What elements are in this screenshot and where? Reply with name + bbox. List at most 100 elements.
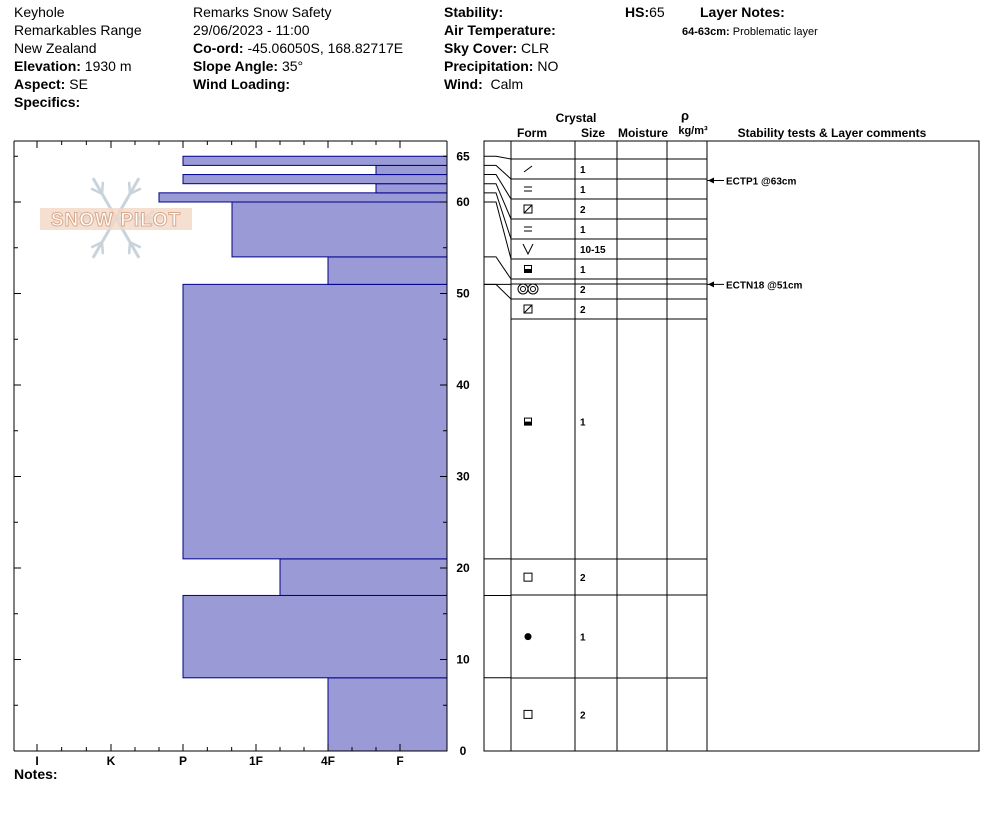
slash-mark <box>523 165 533 173</box>
stability-arrow-head <box>708 281 714 288</box>
crystal-form-square <box>523 709 533 719</box>
crystal-form-dot <box>524 633 532 641</box>
y-tick-label: 50 <box>456 287 470 301</box>
layer-note: 64-63cm: Problematic layer <box>682 26 818 38</box>
dot <box>524 633 532 641</box>
header-size: Size <box>581 126 605 140</box>
crystal-size: 2 <box>580 573 586 584</box>
snowflake-branch <box>90 187 103 195</box>
box <box>523 304 533 314</box>
crystal-form-square <box>523 572 533 582</box>
crystal-form-equals <box>524 186 532 192</box>
crystal-size: 1 <box>580 225 586 236</box>
v-mark <box>522 243 534 256</box>
crystal-form-equals <box>524 226 532 232</box>
snowflake-branch <box>129 241 142 249</box>
snow-height: HS:65 <box>625 4 665 20</box>
crystal-size: 2 <box>580 710 586 721</box>
hardness-layer <box>375 164 448 176</box>
square <box>523 709 533 719</box>
observer: Remarks Snow Safety <box>193 4 332 20</box>
crystal-size: 1 <box>580 265 586 276</box>
crystal-form-box-slash <box>523 204 533 214</box>
hardness-layer <box>182 594 448 679</box>
box <box>523 204 533 214</box>
crystal-form-half-filled <box>524 417 532 426</box>
slope-angle: Slope Angle: 35° <box>193 58 304 74</box>
header-form: Form <box>517 126 547 140</box>
notes-label: Notes: <box>14 766 58 782</box>
logo-text: SNOW PILOT <box>51 210 181 231</box>
hardness-layer <box>327 256 448 285</box>
crystal-form-double-ring <box>517 283 539 295</box>
crystal-form-box-slash <box>523 304 533 314</box>
hardness-layer <box>182 283 448 560</box>
x-tick-label: 4F <box>321 754 335 768</box>
ring-inner <box>520 286 526 292</box>
depth-connector <box>484 201 512 260</box>
crystal-size: 1 <box>580 633 586 644</box>
crystal-form-half-filled <box>524 265 532 273</box>
hardness-layer <box>375 183 448 194</box>
snowflake-branch <box>127 242 132 255</box>
x-tick-label: F <box>396 754 403 768</box>
header-density: kg/m³ <box>678 125 708 137</box>
hardness-layer <box>182 174 448 185</box>
crystal-size: 2 <box>580 285 586 296</box>
crystal-size: 1 <box>580 418 586 429</box>
location: Keyhole <box>14 4 65 20</box>
header-rho: ρ <box>681 108 689 123</box>
snow-pilot-logo: SNOW PILOT <box>40 177 192 259</box>
depth-connector <box>484 155 512 160</box>
depth-connector <box>484 192 512 240</box>
depth-connector <box>484 283 512 300</box>
country: New Zealand <box>14 40 97 56</box>
y-tick-label: 20 <box>456 561 470 575</box>
snowflake-branch <box>100 181 105 194</box>
depth-connector <box>484 164 512 180</box>
x-tick-label: I <box>35 754 38 768</box>
square <box>523 572 533 582</box>
x-tick-label: 1F <box>249 754 263 768</box>
snowflake-branch <box>127 181 132 194</box>
hardness-layers <box>158 155 448 752</box>
ring-inner <box>530 286 536 292</box>
ring-outer <box>527 283 539 295</box>
header-crystal: Crystal <box>556 111 597 125</box>
snowflake-branch <box>129 187 142 195</box>
layer-notes-label: Layer Notes: <box>700 4 785 20</box>
table-frame <box>483 140 980 752</box>
snowflake-branch <box>90 241 103 249</box>
depth-connector <box>484 174 512 200</box>
crystal-size: 1 <box>580 185 586 196</box>
hardness-layer <box>158 192 448 203</box>
elevation: Elevation: 1930 m <box>14 58 132 74</box>
y-tick-label: 60 <box>456 195 470 209</box>
stability-test-label: ECTP1 @63cm <box>726 177 796 188</box>
crystal-size: 2 <box>580 205 586 216</box>
stability: Stability: <box>444 4 504 20</box>
y-tick-label: 65 <box>456 149 470 163</box>
x-tick-label: P <box>179 754 187 768</box>
crystal-size: 1 <box>580 165 586 176</box>
y-tick-label: 0 <box>460 744 467 758</box>
sky-cover: Sky Cover: CLR <box>444 40 550 56</box>
box-diagonal <box>523 304 533 314</box>
half-fill <box>524 421 532 426</box>
y-tick-label: 40 <box>456 378 470 392</box>
stability-test-label: ECTN18 @51cm <box>726 280 803 291</box>
y-tick-label: 10 <box>456 653 470 667</box>
crystal-table: Crystal Form Size Moisture ρ kg/m³ Stability t… <box>483 108 980 752</box>
wind: Wind: Calm <box>444 76 524 92</box>
header-moisture: Moisture <box>618 126 668 140</box>
coordinates: Co-ord: -45.06050S, 168.82717E <box>193 40 404 56</box>
header-stability: Stability tests & Layer comments <box>738 126 927 140</box>
depth-connector <box>484 256 512 280</box>
crystal-form-v <box>522 243 534 256</box>
crystal-size: 2 <box>580 305 586 316</box>
y-tick-label: 30 <box>456 470 470 484</box>
aspect: Aspect: SE <box>14 76 88 92</box>
hardness-layer <box>231 201 448 258</box>
snowflake-branch <box>100 242 105 255</box>
